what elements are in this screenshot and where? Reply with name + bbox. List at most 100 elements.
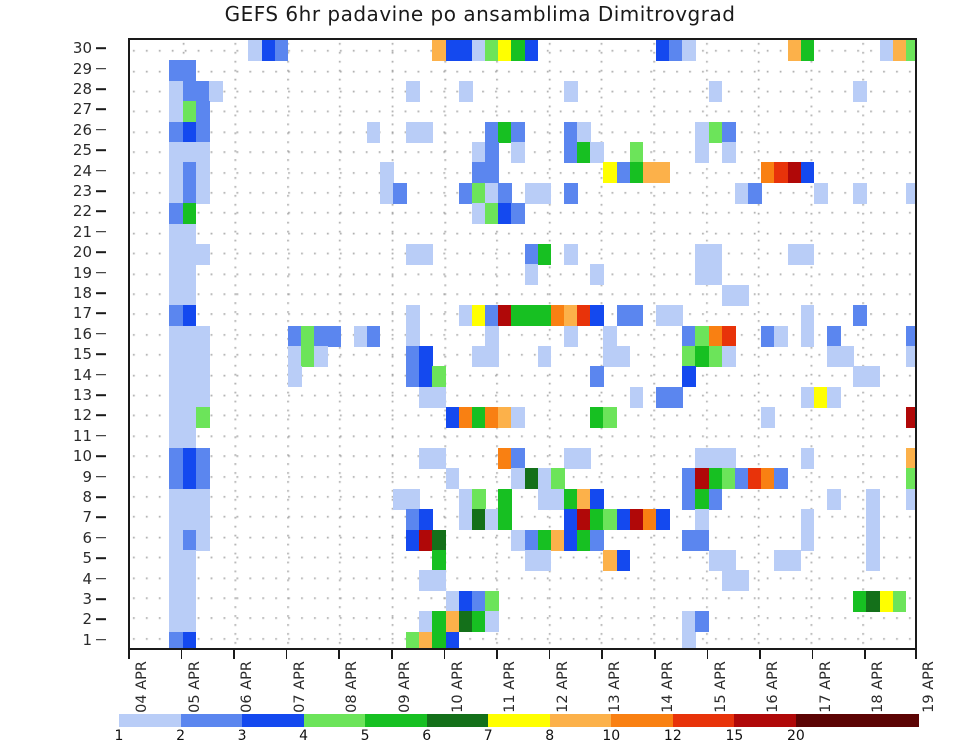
heatmap-cell: [485, 611, 499, 633]
heatmap-cell: [471, 203, 486, 225]
heatmap-cell: [432, 386, 447, 408]
y-tick-label: 18: [72, 284, 92, 302]
heatmap-cell: [182, 101, 197, 123]
heatmap-cell: [813, 386, 828, 408]
heatmap-cell: [458, 611, 473, 633]
heatmap-cell: [406, 325, 420, 347]
x-tick-mark: [233, 650, 235, 659]
heatmap-cell: [169, 264, 184, 286]
heatmap-cell: [485, 203, 499, 225]
heatmap-cell: [182, 386, 197, 408]
heatmap-cell: [800, 40, 815, 61]
heatmap-cell: [721, 325, 736, 347]
heatmap-cell: [695, 325, 710, 347]
heatmap-cell: [498, 182, 512, 204]
heatmap-cell: [406, 366, 420, 388]
heatmap-cell: [537, 468, 552, 490]
heatmap-cell: [577, 448, 591, 469]
heatmap-cell: [419, 121, 434, 143]
heatmap-cell: [695, 448, 710, 469]
heatmap-cell: [577, 529, 591, 551]
heatmap-cell: [458, 488, 473, 510]
heatmap-cell: [708, 346, 723, 367]
heatmap-cell: [629, 386, 644, 408]
y-tick-label: 19: [72, 263, 92, 282]
heatmap-cell: [590, 305, 604, 327]
colorbar-segment: [119, 714, 181, 727]
heatmap-cell: [708, 325, 723, 347]
heatmap-cell: [182, 611, 197, 633]
heatmap-cell: [800, 244, 815, 265]
y-tick-mark: [96, 496, 106, 498]
heatmap-cell: [445, 407, 460, 429]
heatmap-cell: [590, 529, 604, 551]
heatmap-cell: [169, 346, 184, 367]
heatmap-cell: [537, 182, 552, 204]
heatmap-cell: [761, 162, 775, 184]
y-tick-label: 22: [72, 202, 92, 221]
y-tick-mark: [96, 435, 106, 437]
y-tick-mark: [96, 333, 106, 335]
y-tick-label: 15: [72, 345, 92, 364]
y-tick-mark: [96, 312, 106, 315]
x-tick-label: 11 APR: [502, 661, 519, 713]
y-tick-label: 11: [72, 426, 92, 445]
heatmap-cell: [169, 611, 184, 633]
heatmap-cell: [761, 468, 775, 490]
heatmap-cell: [721, 346, 736, 367]
heatmap-cell: [182, 509, 197, 531]
heatmap-cell: [353, 325, 368, 347]
heatmap-cell: [708, 264, 723, 286]
colorbar-labels: 1 2 3 4 5 6 7 8 10 12 15 20: [115, 728, 919, 744]
heatmap-cell: [787, 550, 802, 571]
heatmap-cell: [734, 570, 749, 592]
y-tick-mark: [96, 129, 106, 131]
heatmap-cell: [182, 570, 197, 592]
heatmap-cell: [169, 488, 184, 510]
heatmap-cell: [734, 468, 749, 490]
heatmap-cell: [195, 162, 210, 184]
heatmap-cell: [669, 305, 683, 327]
heatmap-cell: [656, 40, 670, 61]
heatmap-cell: [379, 162, 394, 184]
heatmap-cell: [905, 346, 915, 367]
heatmap-cell: [905, 325, 915, 347]
heatmap-cell: [169, 284, 184, 306]
heatmap-cell: [800, 305, 815, 327]
heatmap-cell: [734, 182, 749, 204]
heatmap-cell: [879, 590, 894, 612]
y-tick-mark: [96, 47, 106, 49]
colorbar-segment: [426, 714, 489, 727]
heatmap-cell: [695, 121, 710, 143]
y-tick-mark: [96, 537, 106, 539]
heatmap-cell: [182, 264, 197, 286]
colorbar-tick-label: 5: [360, 728, 370, 744]
heatmap-cell: [511, 121, 526, 143]
heatmap-cell: [603, 346, 618, 367]
heatmap-cell: [853, 590, 867, 612]
heatmap-cell: [708, 550, 723, 571]
y-tick-label: 30: [72, 39, 92, 58]
heatmap-cell: [695, 264, 710, 286]
heatmap-cell: [195, 529, 210, 551]
heatmap-cell: [406, 488, 420, 510]
y-tick-mark: [96, 394, 106, 396]
heatmap-cell: [642, 509, 657, 531]
heatmap-cell: [182, 244, 197, 265]
heatmap-cell: [866, 590, 881, 612]
heatmap-cell: [366, 325, 381, 347]
heatmap-cell: [406, 305, 420, 327]
heatmap-cell: [471, 40, 486, 61]
y-tick-label: 8: [82, 488, 92, 506]
heatmap-cell: [708, 448, 723, 469]
heatmap-cell: [169, 529, 184, 551]
y-tick-label: 4: [82, 569, 92, 588]
heatmap-cell: [195, 468, 210, 490]
heatmap-cell: [419, 529, 434, 551]
heatmap-cell: [879, 40, 894, 61]
x-tick-label: 04 APR: [134, 661, 150, 713]
heatmap-cell: [169, 223, 184, 245]
colorbar-segment: [857, 714, 919, 727]
heatmap-cell: [458, 80, 473, 102]
heatmap-cell: [708, 244, 723, 265]
